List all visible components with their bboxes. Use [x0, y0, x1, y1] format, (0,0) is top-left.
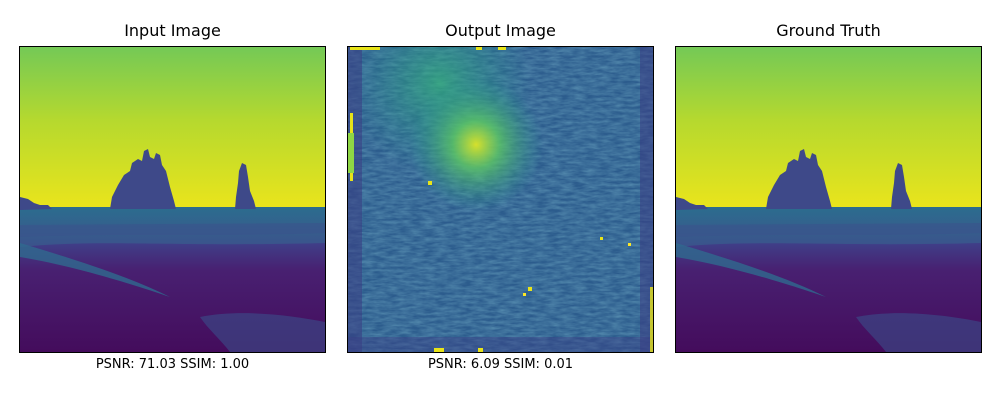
ground-truth-image	[675, 46, 982, 353]
ground-truth-image-graphic	[676, 47, 981, 352]
panel-caption-input: PSNR: 71.03 SSIM: 1.00	[95, 357, 250, 372]
input-image-graphic	[20, 47, 325, 352]
panel-caption-output: PSNR: 6.09 SSIM: 0.01	[427, 357, 574, 372]
panel-title-output: Output Image	[445, 21, 556, 40]
panel-title-input: Input Image	[124, 21, 221, 40]
input-image	[19, 46, 326, 353]
panel-input: Input Image	[19, 0, 326, 400]
panel-output: Output Image	[347, 0, 654, 400]
output-image-graphic	[348, 47, 653, 352]
panel-title-ground-truth: Ground Truth	[776, 21, 881, 40]
panel-ground-truth: Ground Truth	[675, 0, 982, 400]
output-image	[347, 46, 654, 353]
